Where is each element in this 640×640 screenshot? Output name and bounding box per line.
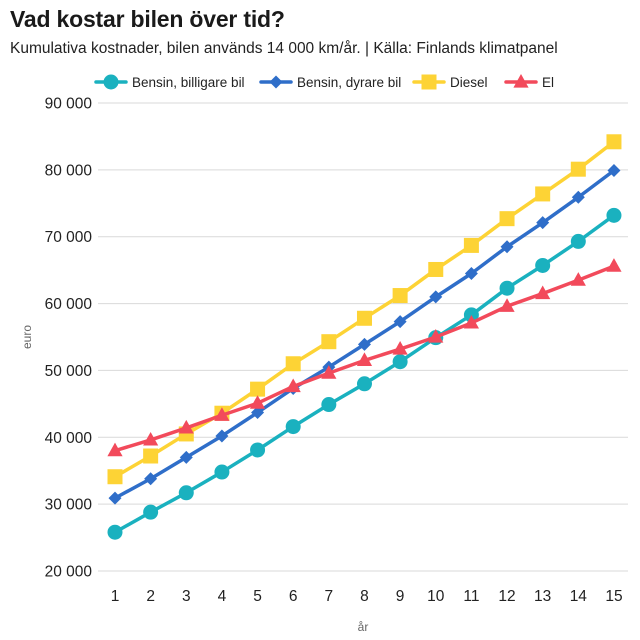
data-point (392, 288, 408, 304)
x-tick-label: 8 (360, 588, 369, 605)
data-point (321, 397, 337, 413)
legend-label: Diesel (450, 75, 488, 90)
data-point (285, 356, 301, 372)
data-point (178, 485, 194, 501)
data-point (499, 298, 515, 312)
x-tick-label: 6 (289, 588, 298, 605)
chart-title: Vad kostar bilen över tid? (10, 6, 285, 32)
data-point (606, 207, 622, 223)
data-point (249, 395, 266, 409)
data-point (108, 491, 122, 505)
data-point (250, 381, 266, 397)
y-tick-label: 40 000 (45, 430, 93, 447)
data-point (144, 472, 158, 486)
data-point (463, 307, 479, 323)
data-point (570, 233, 586, 249)
data-point (570, 272, 586, 286)
x-tick-label: 2 (146, 588, 155, 605)
y-tick-label: 20 000 (45, 564, 93, 581)
x-tick-label: 5 (253, 588, 262, 605)
data-point (392, 354, 408, 370)
data-point (107, 524, 123, 540)
legend-label: Bensin, billigare bil (132, 75, 245, 90)
x-axis-title: år (358, 620, 369, 634)
legend-marker (103, 74, 119, 90)
data-point (107, 469, 123, 485)
data-point (571, 190, 585, 204)
data-point (606, 258, 622, 272)
legend-label: Bensin, dyrare bil (297, 75, 401, 90)
data-point (356, 376, 372, 392)
data-point (356, 352, 373, 366)
data-point (107, 442, 123, 457)
y-tick-label: 60 000 (45, 296, 93, 313)
x-tick-label: 11 (463, 588, 479, 605)
data-point (500, 240, 514, 254)
data-point (535, 285, 551, 300)
data-point (393, 315, 407, 329)
data-point (606, 134, 622, 150)
data-point (464, 266, 478, 280)
data-point (321, 334, 337, 350)
data-point (143, 504, 159, 520)
data-point (357, 337, 371, 351)
data-point (285, 419, 301, 435)
x-tick-label: 4 (218, 588, 227, 605)
x-tick-label: 7 (325, 588, 334, 605)
data-point (285, 378, 301, 393)
y-axis-title: euro (20, 325, 34, 349)
data-point (499, 211, 515, 227)
data-point (392, 341, 408, 355)
y-tick-label: 30 000 (45, 497, 93, 514)
legend-label: El (542, 75, 554, 90)
y-tick-label: 90 000 (45, 96, 93, 113)
data-point (607, 164, 621, 178)
legend-marker (421, 74, 437, 90)
data-point (463, 314, 479, 329)
data-point (251, 406, 265, 420)
data-point (536, 216, 550, 230)
data-point (429, 290, 443, 304)
data-point (428, 261, 444, 277)
data-point (428, 329, 444, 343)
legend-marker (269, 75, 283, 89)
x-tick-label: 1 (111, 588, 120, 605)
data-point (143, 448, 159, 464)
data-point (535, 257, 551, 273)
x-tick-label: 12 (498, 588, 515, 605)
data-point (178, 419, 194, 434)
data-point (214, 464, 230, 480)
x-tick-label: 9 (396, 588, 405, 605)
data-point (535, 186, 551, 202)
y-tick-label: 70 000 (45, 229, 93, 246)
data-point (499, 280, 515, 296)
data-point (321, 365, 337, 379)
x-tick-label: 3 (182, 588, 191, 605)
legend-marker (513, 74, 529, 88)
chart-subtitle: Kumulativa kostnader, bilen används 14 0… (10, 40, 558, 57)
data-point (250, 442, 266, 458)
x-tick-label: 10 (427, 588, 445, 605)
data-point (179, 450, 193, 464)
data-point (214, 407, 230, 421)
series-line (113, 168, 616, 500)
x-tick-label: 15 (605, 588, 622, 605)
data-point (356, 310, 372, 326)
data-point (570, 161, 586, 177)
y-tick-label: 80 000 (45, 162, 93, 179)
x-tick-label: 13 (534, 588, 551, 605)
x-tick-label: 14 (570, 588, 588, 605)
data-point (463, 237, 479, 253)
data-point (215, 429, 229, 443)
y-tick-label: 50 000 (45, 363, 93, 380)
data-point (143, 431, 159, 446)
